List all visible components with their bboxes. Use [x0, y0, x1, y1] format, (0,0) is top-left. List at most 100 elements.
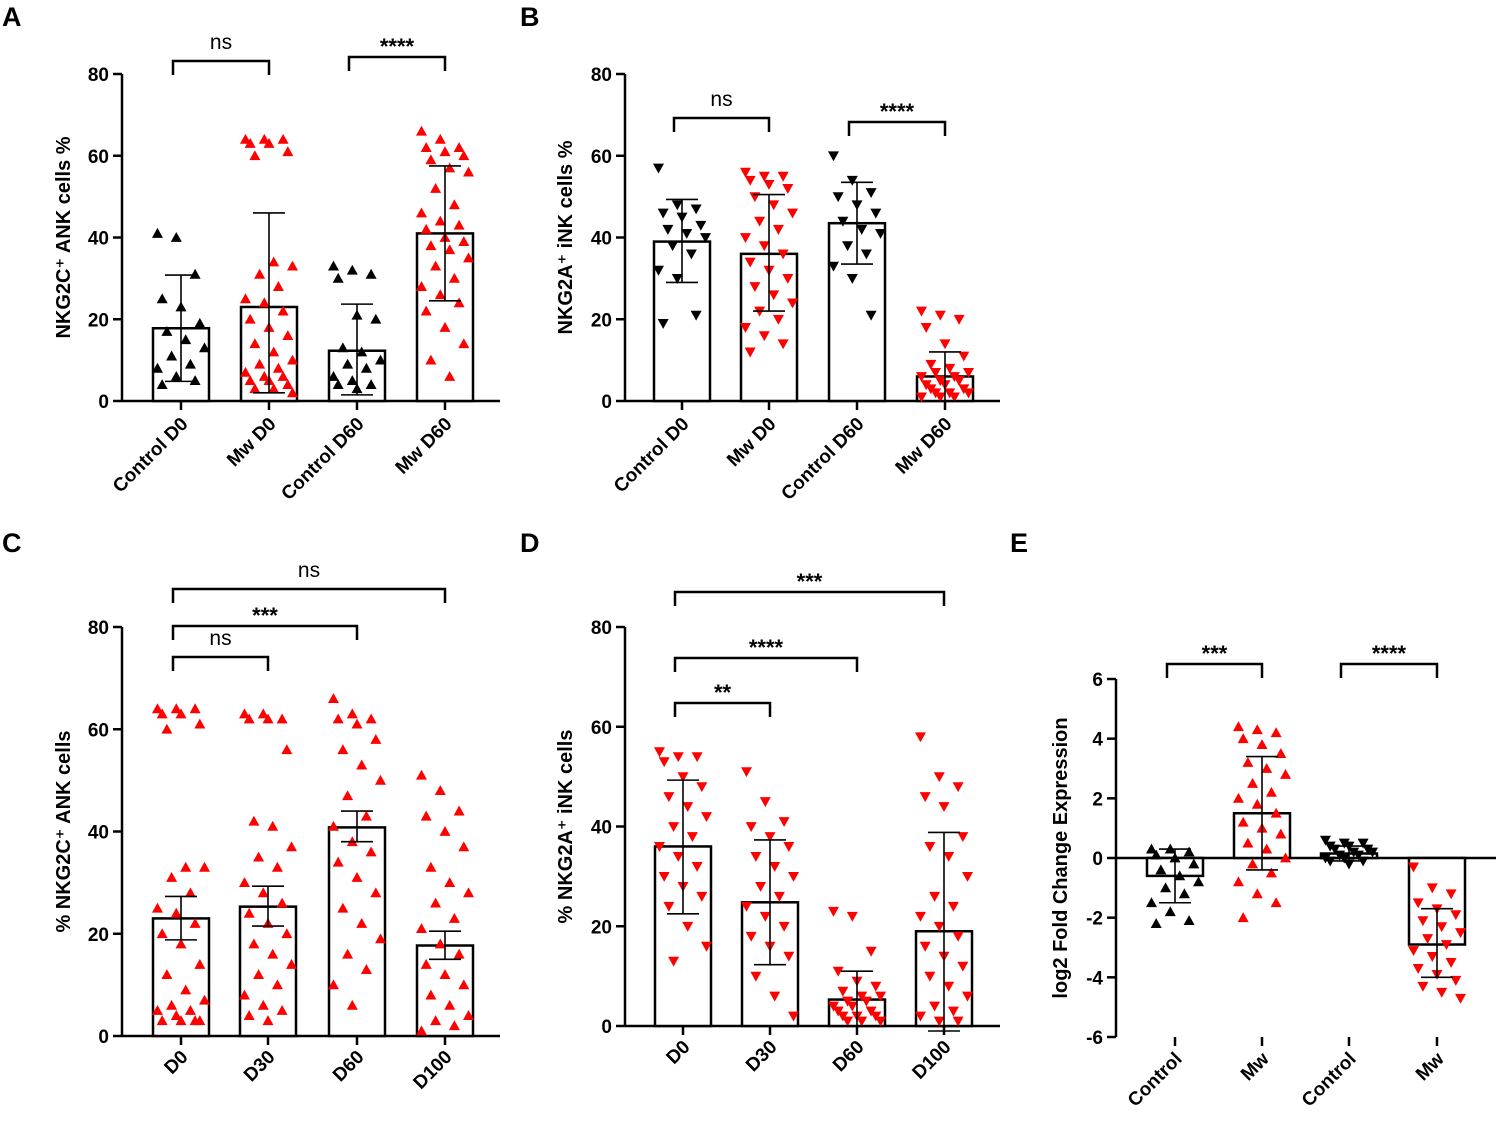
significance-bracket: *** [171, 603, 359, 640]
x-tick-label: Control D0 [610, 414, 694, 498]
data-point [933, 921, 945, 932]
y-tick-label: 80 [88, 65, 109, 86]
bracket-line [1339, 662, 1439, 678]
data-point [1319, 853, 1331, 864]
data-point [360, 362, 372, 373]
bar-group-2 [238, 708, 298, 1038]
bar-group-2 [239, 133, 299, 403]
data-point [156, 379, 168, 390]
data-point [672, 852, 684, 862]
data-point [272, 362, 284, 373]
data-point [875, 229, 887, 239]
data-point [258, 133, 270, 144]
data-point [691, 752, 703, 763]
data-point [170, 703, 182, 714]
x-tick-label: D30 [742, 1037, 781, 1076]
bar-group-3 [1319, 835, 1379, 870]
data-point [1232, 792, 1244, 803]
data-point [175, 1015, 187, 1026]
data-point [782, 184, 794, 194]
data-point [244, 375, 256, 385]
data-point [346, 999, 358, 1010]
data-point [434, 133, 446, 144]
data-point [356, 346, 368, 357]
data-point [170, 1010, 182, 1020]
bar-group-1 [151, 703, 211, 1038]
data-point [425, 240, 437, 251]
data-point [448, 199, 460, 210]
data-point [453, 948, 465, 959]
data-point [243, 713, 255, 724]
data-point [286, 841, 298, 852]
data-point [701, 941, 713, 952]
data-point [463, 252, 475, 263]
data-point [957, 832, 969, 842]
data-point [1329, 844, 1341, 855]
data-point [1232, 876, 1244, 887]
data-point [263, 137, 275, 148]
data-point [772, 314, 784, 325]
data-point [420, 958, 432, 969]
data-point [1412, 963, 1424, 974]
data-point [860, 996, 872, 1007]
data-point [1280, 768, 1292, 779]
data-point [365, 846, 377, 857]
significance-label: **** [749, 635, 784, 660]
bar-group-3 [327, 260, 387, 403]
data-point [787, 298, 799, 309]
data-point [671, 200, 683, 211]
data-point [758, 241, 770, 252]
significance-bracket: ** [673, 680, 772, 717]
data-point [870, 208, 882, 219]
data-point [1251, 798, 1263, 809]
data-point [180, 861, 192, 872]
y-axis-title: log2 Fold Change Expression [1050, 717, 1072, 998]
x-tick-label: Control D0 [109, 414, 193, 498]
y-tick-label: 20 [591, 310, 612, 331]
panel-b: B 0 20 40 60 80 NKG2A⁺ iNK cells % Control D0 Mw… [520, 2, 1000, 505]
data-point [947, 901, 959, 912]
data-point [1338, 838, 1350, 849]
data-point [360, 810, 372, 821]
data-point [1324, 841, 1336, 852]
data-point [1407, 862, 1419, 873]
data-point [1160, 882, 1172, 893]
data-point [262, 1015, 274, 1026]
data-point [672, 752, 684, 763]
data-point [1422, 934, 1434, 945]
bar-group-1 [653, 747, 713, 1028]
data-point [744, 257, 756, 268]
data-point [677, 772, 689, 783]
data-point [415, 769, 427, 780]
data-point [189, 268, 201, 279]
bar-group-3 [827, 151, 887, 403]
data-point [668, 956, 680, 967]
data-point [463, 166, 475, 177]
data-point [375, 354, 387, 365]
data-point [327, 693, 339, 703]
data-point [151, 703, 163, 714]
data-point [957, 961, 969, 972]
data-point [425, 989, 437, 1000]
data-point [458, 236, 470, 246]
data-point [268, 346, 280, 357]
data-point [1261, 843, 1273, 854]
data-point [662, 224, 674, 235]
bracket-line [847, 120, 947, 136]
data-point [681, 229, 693, 239]
data-point [764, 832, 776, 842]
bar-group-3 [327, 693, 387, 1038]
data-point [420, 305, 432, 316]
data-point [914, 1011, 926, 1022]
data-point [1242, 837, 1254, 848]
bar-group-4 [415, 125, 475, 403]
data-point [1343, 859, 1355, 870]
significance-label: ns [298, 559, 320, 582]
data-point [189, 375, 201, 385]
data-point [453, 805, 465, 816]
data-point [1319, 835, 1331, 846]
data-point [244, 137, 256, 148]
data-point [865, 1006, 877, 1017]
data-point [963, 367, 975, 378]
